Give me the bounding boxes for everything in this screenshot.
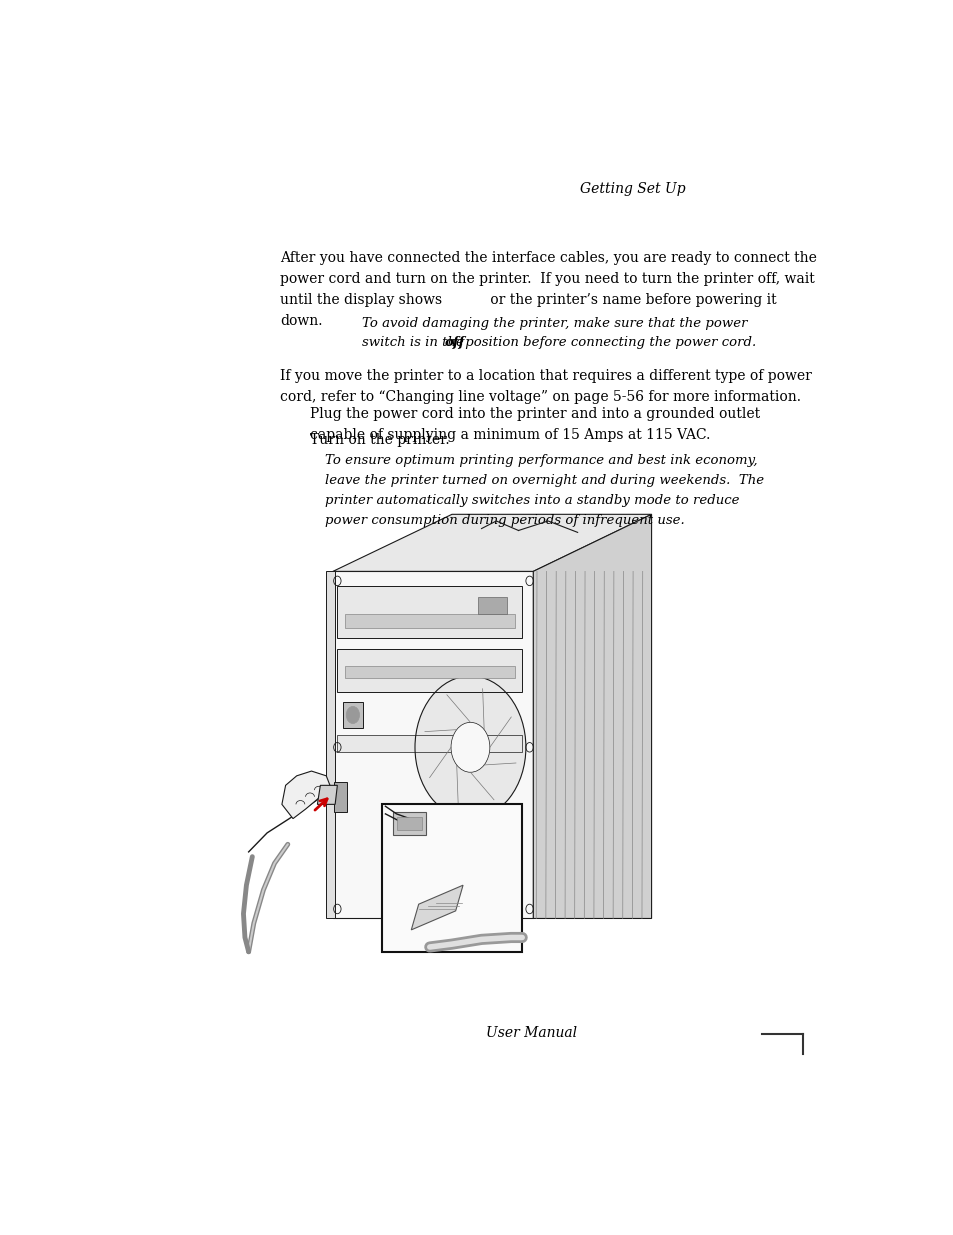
Polygon shape bbox=[317, 785, 337, 804]
Text: position before connecting the power cord.: position before connecting the power cor… bbox=[460, 336, 756, 348]
Circle shape bbox=[415, 676, 525, 819]
Text: If you move the printer to a location that requires a different type of power: If you move the printer to a location th… bbox=[280, 369, 811, 383]
Bar bbox=[326, 572, 335, 919]
Text: down.: down. bbox=[280, 314, 322, 327]
Text: capable of supplying a minimum of 15 Amps at 115 VAC.: capable of supplying a minimum of 15 Amp… bbox=[310, 427, 710, 442]
Bar bbox=[344, 614, 515, 629]
Bar bbox=[342, 701, 363, 729]
Text: until the display shows           or the printer’s name before powering it: until the display shows or the printer’s… bbox=[280, 293, 777, 306]
Circle shape bbox=[346, 706, 359, 724]
Bar bbox=[337, 650, 521, 692]
Text: switch is in the: switch is in the bbox=[361, 336, 467, 348]
Polygon shape bbox=[333, 572, 533, 919]
Text: User Manual: User Manual bbox=[486, 1026, 577, 1040]
Circle shape bbox=[451, 722, 489, 772]
Text: Getting Set Up: Getting Set Up bbox=[579, 183, 685, 196]
Text: Turn on the printer.: Turn on the printer. bbox=[310, 433, 449, 447]
Bar bbox=[344, 667, 515, 678]
Text: To ensure optimum printing performance and best ink economy,: To ensure optimum printing performance a… bbox=[324, 454, 757, 467]
Polygon shape bbox=[393, 811, 426, 835]
Polygon shape bbox=[533, 514, 651, 919]
Text: After you have connected the interface cables, you are ready to connect the: After you have connected the interface c… bbox=[280, 251, 817, 264]
Text: power cord and turn on the printer.  If you need to turn the printer off, wait: power cord and turn on the printer. If y… bbox=[280, 272, 814, 285]
Text: printer automatically switches into a standby mode to reduce: printer automatically switches into a st… bbox=[324, 494, 739, 508]
Text: cord, refer to “Changing line voltage” on page 5-56 for more information.: cord, refer to “Changing line voltage” o… bbox=[280, 390, 801, 404]
Bar bbox=[337, 735, 521, 752]
Text: leave the printer turned on overnight and during weekends.  The: leave the printer turned on overnight an… bbox=[324, 474, 763, 488]
Polygon shape bbox=[282, 771, 330, 819]
Bar bbox=[381, 804, 521, 952]
Text: To avoid damaging the printer, make sure that the power: To avoid damaging the printer, make sure… bbox=[361, 316, 746, 330]
Bar bbox=[477, 597, 507, 614]
Bar bbox=[396, 816, 422, 830]
Polygon shape bbox=[411, 885, 462, 930]
Text: off: off bbox=[444, 336, 464, 348]
Bar bbox=[337, 585, 521, 638]
Polygon shape bbox=[333, 514, 651, 572]
Bar bbox=[334, 782, 347, 811]
Text: power consumption during periods of infrequent use.: power consumption during periods of infr… bbox=[324, 514, 684, 527]
Text: Plug the power cord into the printer and into a grounded outlet: Plug the power cord into the printer and… bbox=[310, 406, 760, 421]
